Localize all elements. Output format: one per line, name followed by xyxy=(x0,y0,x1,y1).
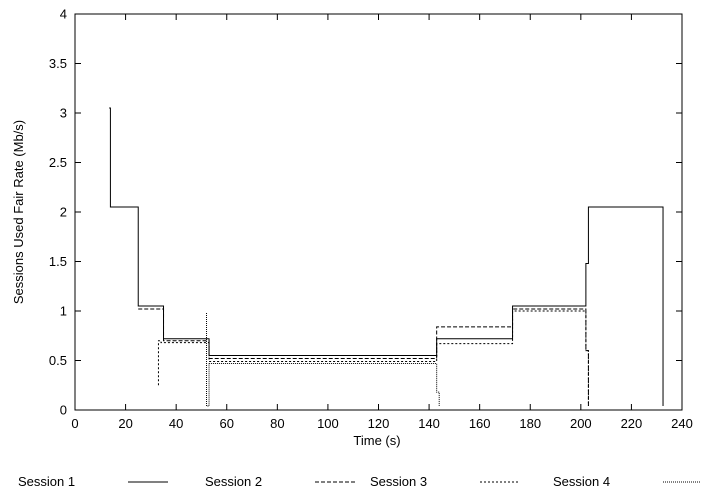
legend-label: Session 1 xyxy=(18,474,75,489)
y-tick-label: 2 xyxy=(60,205,67,220)
y-tick-label: 3.5 xyxy=(49,56,67,71)
series-line-session-2 xyxy=(138,308,589,407)
y-tick-label: 0 xyxy=(60,403,67,418)
y-tick-label: 2.5 xyxy=(49,155,67,170)
x-tick-label: 180 xyxy=(519,416,541,431)
y-tick-label: 1.5 xyxy=(49,254,67,269)
legend-label: Session 4 xyxy=(553,474,610,489)
y-tick-label: 4 xyxy=(60,7,67,22)
series-line-session-3 xyxy=(157,310,589,407)
x-tick-label: 220 xyxy=(621,416,643,431)
series-layer xyxy=(109,107,664,407)
y-tick-label: 3 xyxy=(60,106,67,121)
legend-label: Session 3 xyxy=(370,474,427,489)
x-tick-label: 160 xyxy=(469,416,491,431)
x-tick-label: 80 xyxy=(270,416,284,431)
x-tick-label: 240 xyxy=(671,416,693,431)
x-tick-label: 40 xyxy=(169,416,183,431)
x-tick-label: 120 xyxy=(368,416,390,431)
x-tick-label: 20 xyxy=(118,416,132,431)
x-tick-label: 200 xyxy=(570,416,592,431)
series-line-session-4 xyxy=(206,312,440,407)
x-tick-label: 140 xyxy=(418,416,440,431)
y-tick-label: 1 xyxy=(60,304,67,319)
x-tick-label: 100 xyxy=(317,416,339,431)
legend-label: Session 2 xyxy=(205,474,262,489)
x-axis-label: Time (s) xyxy=(353,433,400,448)
legend: Session 1 Session 2 Session 3 Session 4 xyxy=(18,474,701,489)
plot-frame xyxy=(74,13,683,411)
x-tick-label: 0 xyxy=(71,416,78,431)
y-tick-label: 0.5 xyxy=(49,353,67,368)
axes-layer: 0 20 40 60 80 100 120 140 160 180 200 220 240 0 0.5 1 1.… xyxy=(49,7,693,432)
y-axis-label: Sessions Used Fair Rate (Mb/s) xyxy=(11,120,26,304)
x-tick-label: 60 xyxy=(220,416,234,431)
